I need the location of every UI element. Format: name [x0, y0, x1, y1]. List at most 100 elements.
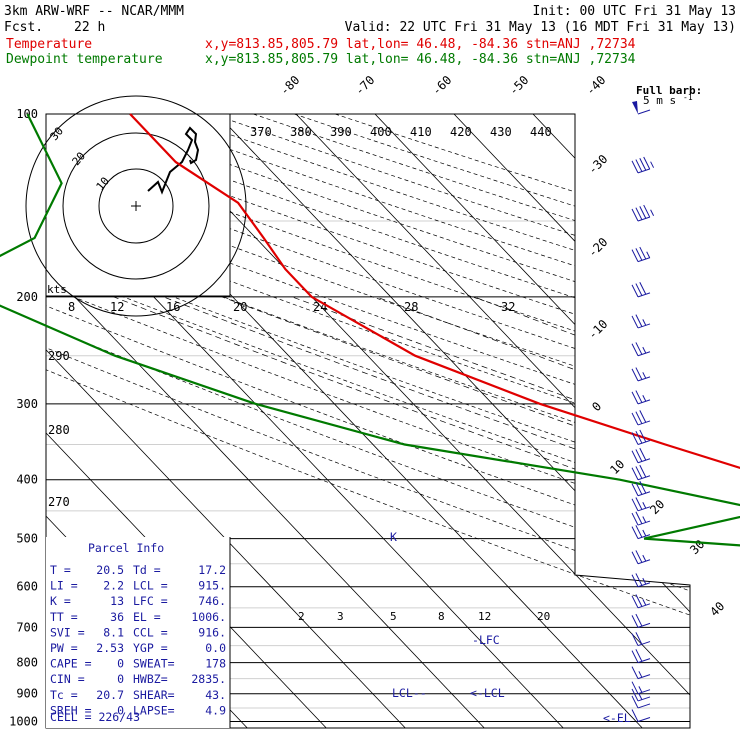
hodograph-frame — [45, 113, 231, 297]
pressure-label-700: 700 — [16, 620, 38, 634]
parcel-label-right: HWBZ= — [133, 672, 168, 686]
wind-barb-full — [639, 158, 647, 171]
isotherm-line — [46, 114, 485, 728]
wind-barb — [631, 594, 651, 609]
wind-barb-half — [642, 372, 647, 379]
wind-barb-full — [635, 497, 643, 510]
wind-barb-full — [635, 159, 643, 172]
wind-barb-full — [635, 573, 643, 586]
wind-barb-staff — [637, 506, 651, 512]
moist-label-32: 32 — [501, 300, 515, 314]
parcel-label-left: CAPE = — [50, 657, 92, 671]
wind-barb-full — [643, 204, 651, 218]
theta-label-430: 430 — [490, 125, 512, 139]
wind-barb-full — [639, 480, 647, 494]
mixing-label-8: 8 — [438, 610, 445, 623]
init-time: Init: 00 UTC Fri 31 May 13 — [533, 4, 737, 19]
wind-barb-staff — [637, 351, 651, 357]
wind-barb-full — [631, 709, 639, 722]
dry-adiabat — [46, 114, 690, 728]
wind-barb — [631, 246, 651, 263]
wind-barb-full — [639, 282, 647, 295]
wind-barb-full — [631, 688, 639, 702]
wind-barb — [631, 447, 651, 464]
wind-barb-full — [635, 594, 643, 607]
parcel-value-left: 13 — [110, 594, 124, 608]
moist-adiabat — [221, 296, 690, 728]
isotherm-line — [453, 114, 690, 728]
parcel-label-left: K = — [50, 594, 71, 608]
isotherm-label--60: -60 — [429, 73, 454, 98]
isotherm-label--10: -10 — [585, 317, 610, 342]
wind-barb-staff — [637, 491, 651, 497]
wind-barb-staff — [637, 520, 651, 526]
dry-adiabat — [46, 114, 690, 728]
wind-barb-full — [635, 449, 643, 462]
wind-barb-full — [639, 429, 647, 443]
wind-barb-full — [635, 550, 643, 563]
parcel-value-right: 178 — [205, 657, 226, 671]
parcel-value-left: 36 — [110, 610, 124, 624]
parcel-info-panel: Parcel Info T = 20.5 Td = 17.2 LI = 2.2 LCL = 9… — [46, 537, 231, 728]
wind-barb — [631, 464, 651, 481]
pressure-label-900: 900 — [16, 687, 38, 701]
lcl-marker-2: <-LCL — [470, 686, 505, 700]
moist-label-28: 28 — [404, 300, 418, 314]
wind-barb-staff — [637, 399, 651, 405]
wind-barb-full — [635, 248, 643, 261]
dry-adiabat — [46, 114, 690, 728]
wind-barb-full — [631, 526, 639, 539]
parcel-label-left: TT = — [50, 610, 78, 624]
wind-barb — [631, 204, 655, 222]
wind-barb — [631, 314, 651, 329]
parcel-label-right: LFC = — [133, 594, 168, 608]
parcel-label-right: CCL = — [133, 625, 168, 639]
wind-barb-full — [631, 315, 639, 329]
pressure-label-400: 400 — [16, 473, 38, 487]
wind-barb-staff — [637, 717, 651, 722]
moist-adiabat — [113, 296, 690, 728]
parcel-value-right: 1006. — [191, 610, 226, 624]
wind-barb — [631, 709, 651, 722]
wind-barb-staff — [637, 376, 651, 382]
theta-label-410: 410 — [410, 125, 432, 139]
wind-barb-staff — [637, 674, 651, 680]
wind-barb-full — [639, 464, 647, 478]
temperature-legend: Temperature — [6, 37, 92, 52]
fcst-value: 22 h — [74, 20, 105, 35]
isotherm-label--70: -70 — [352, 73, 377, 98]
wind-barb-staff — [637, 622, 651, 628]
parcel-label-right: SHEAR= — [133, 688, 175, 702]
moist-label-20: 20 — [233, 300, 247, 314]
moist-adiabat — [473, 296, 690, 728]
wind-barb-full — [635, 411, 643, 424]
isotherm-label--30: -30 — [585, 152, 610, 177]
wind-barb-full — [631, 343, 639, 356]
wind-barb-full — [631, 595, 639, 609]
pressure-label-500: 500 — [16, 532, 38, 546]
parcel-value-right: 4.9 — [205, 703, 226, 717]
theta-label-left-290: 290 — [48, 349, 70, 363]
wind-barb-full — [631, 681, 639, 694]
wind-barb — [631, 613, 651, 628]
theta-label-440: 440 — [530, 125, 552, 139]
parcel-value-left: 0 — [117, 703, 124, 717]
wind-barb — [631, 688, 651, 702]
wind-barb-staff — [637, 440, 651, 445]
wind-barb — [631, 429, 651, 445]
wind-barb — [631, 632, 651, 647]
isotherm-label-20: 20 — [647, 497, 667, 517]
parcel-value-right: 0.0 — [205, 641, 226, 655]
mixing-label-3: 3 — [337, 610, 344, 623]
wind-barb-full — [639, 447, 647, 461]
wind-barb-full — [631, 633, 639, 646]
isotherm-line — [611, 114, 690, 728]
wind-barb-staff — [637, 534, 651, 540]
isotherm-label-30: 30 — [687, 537, 707, 557]
wind-barb-full — [631, 249, 639, 262]
model-title: 3km ARW-WRF -- NCAR/MMM — [4, 4, 184, 19]
hodograph-ring-20 — [62, 132, 210, 280]
parcel-value-left: 2.53 — [96, 641, 124, 655]
wind-barb-full — [643, 156, 651, 170]
hodograph-trace — [147, 126, 200, 195]
